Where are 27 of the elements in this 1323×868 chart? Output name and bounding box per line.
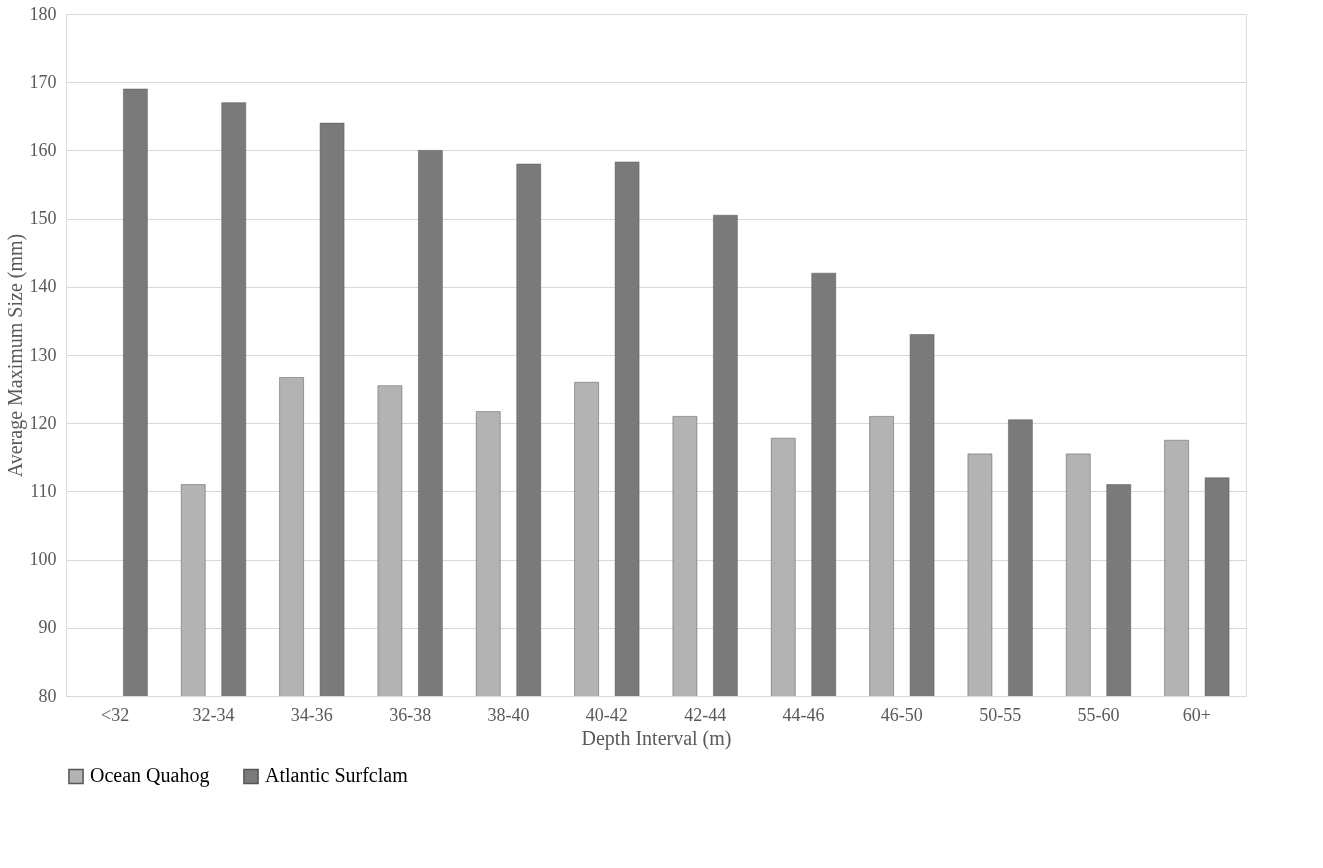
y-axis-title: Average Maximum Size (mm) <box>3 233 27 478</box>
legend-label: Ocean Quahog <box>90 764 210 788</box>
legend-label: Atlantic Surfclam <box>265 764 409 787</box>
x-tick-label: <32 <box>101 704 130 725</box>
x-tick-label: 55-60 <box>1077 704 1120 725</box>
y-tick-label: 170 <box>29 71 57 92</box>
y-tick-label: 110 <box>30 480 57 501</box>
y-tick-label: 140 <box>29 276 57 297</box>
x-tick-label: 44-46 <box>782 704 825 725</box>
y-tick-label: 80 <box>38 685 57 706</box>
x-tick-label: 32-34 <box>192 704 235 725</box>
y-tick-label: 180 <box>29 3 57 24</box>
y-tick-label: 130 <box>29 344 57 365</box>
x-tick-label: 34-36 <box>290 704 333 725</box>
x-axis-title: Depth Interval (m) <box>581 726 732 750</box>
y-tick-label: 120 <box>29 412 57 433</box>
y-tick-label: 160 <box>29 139 57 160</box>
x-tick-label: 50-55 <box>979 704 1022 725</box>
y-tick-label: 90 <box>38 617 57 638</box>
x-tick-label: 60+ <box>1182 704 1211 725</box>
y-tick-label: 150 <box>29 208 57 229</box>
x-tick-label: 36-38 <box>389 704 432 725</box>
y-tick-label: 100 <box>29 549 57 570</box>
x-tick-label: 46-50 <box>880 704 923 725</box>
x-tick-label: 38-40 <box>487 704 530 725</box>
x-tick-label: 42-44 <box>684 704 727 725</box>
x-tick-label: 40-42 <box>585 704 628 725</box>
